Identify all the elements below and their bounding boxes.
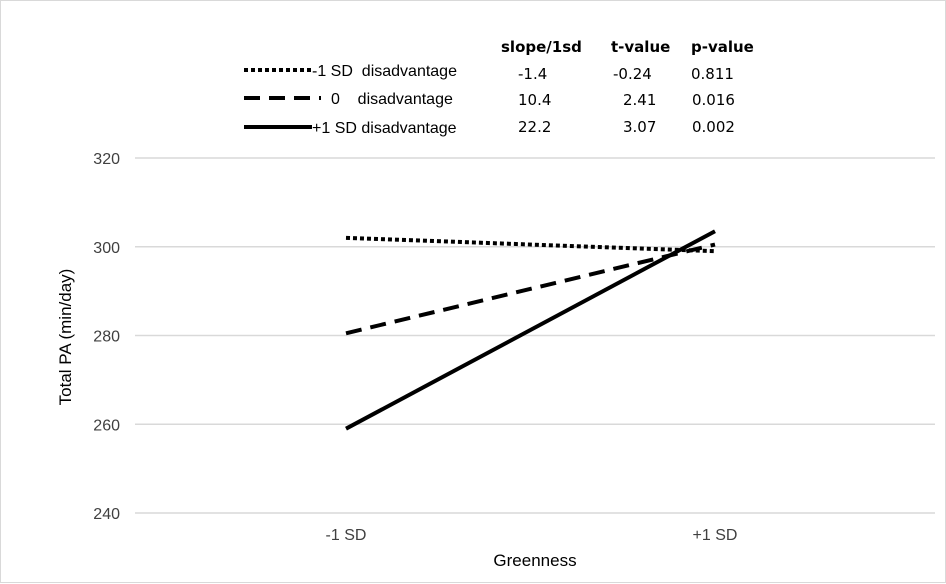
legend-label-series-1: 0 disadvantage [331, 91, 453, 108]
stats-cell: 22.2 [518, 118, 551, 136]
x-axis-title: Greenness [493, 551, 576, 570]
stats-header-t: t-value [611, 38, 670, 56]
legend-item-series-2: +1 SD disadvantage [244, 120, 457, 137]
stats-cell: 0.002 [692, 118, 735, 136]
legend-item-series-0: -1 SD disadvantage [244, 63, 457, 80]
legend-item-series-1: 0 disadvantage [244, 91, 453, 108]
stats-cell: -1.4 [518, 65, 547, 83]
y-tick-label-280: 280 [93, 329, 120, 346]
stats-cell: 0.016 [692, 91, 735, 109]
stats-cell: 0.811 [691, 65, 734, 83]
stats-cell: 3.07 [623, 118, 656, 136]
stats-header-slope: slope/1sd [501, 38, 582, 56]
y-tick-label-240: 240 [93, 506, 120, 523]
y-axis-title: Total PA (min/day) [56, 269, 75, 406]
legend-label-series-2: +1 SD disadvantage [312, 120, 457, 137]
stats-cell: 2.41 [623, 91, 656, 109]
stats-header-p: p-value [691, 38, 754, 56]
legend-label-series-0: -1 SD disadvantage [312, 63, 457, 80]
series-lines [345, 229, 716, 431]
x-tick-label-0: -1 SD [326, 527, 367, 544]
y-tick-label-260: 260 [93, 417, 120, 434]
gridlines [135, 157, 935, 514]
series-line-0 [345, 235, 716, 254]
y-tick-label-300: 300 [93, 240, 120, 257]
x-axis-ticks: -1 SD +1 SD [326, 527, 738, 544]
x-tick-label-1: +1 SD [693, 527, 738, 544]
stats-cell: -0.24 [613, 65, 652, 83]
y-tick-label-320: 320 [93, 151, 120, 168]
y-axis-ticks: 240 260 280 300 320 [93, 151, 120, 523]
legend: -1 SD disadvantage 0 disadvantage +1 SD … [244, 63, 457, 137]
series-line-1 [345, 242, 716, 336]
stats-table: slope/1sd t-value p-value -1.4 -0.24 0.8… [501, 38, 754, 136]
series-line-2 [345, 229, 716, 431]
stats-cell: 10.4 [518, 91, 551, 109]
